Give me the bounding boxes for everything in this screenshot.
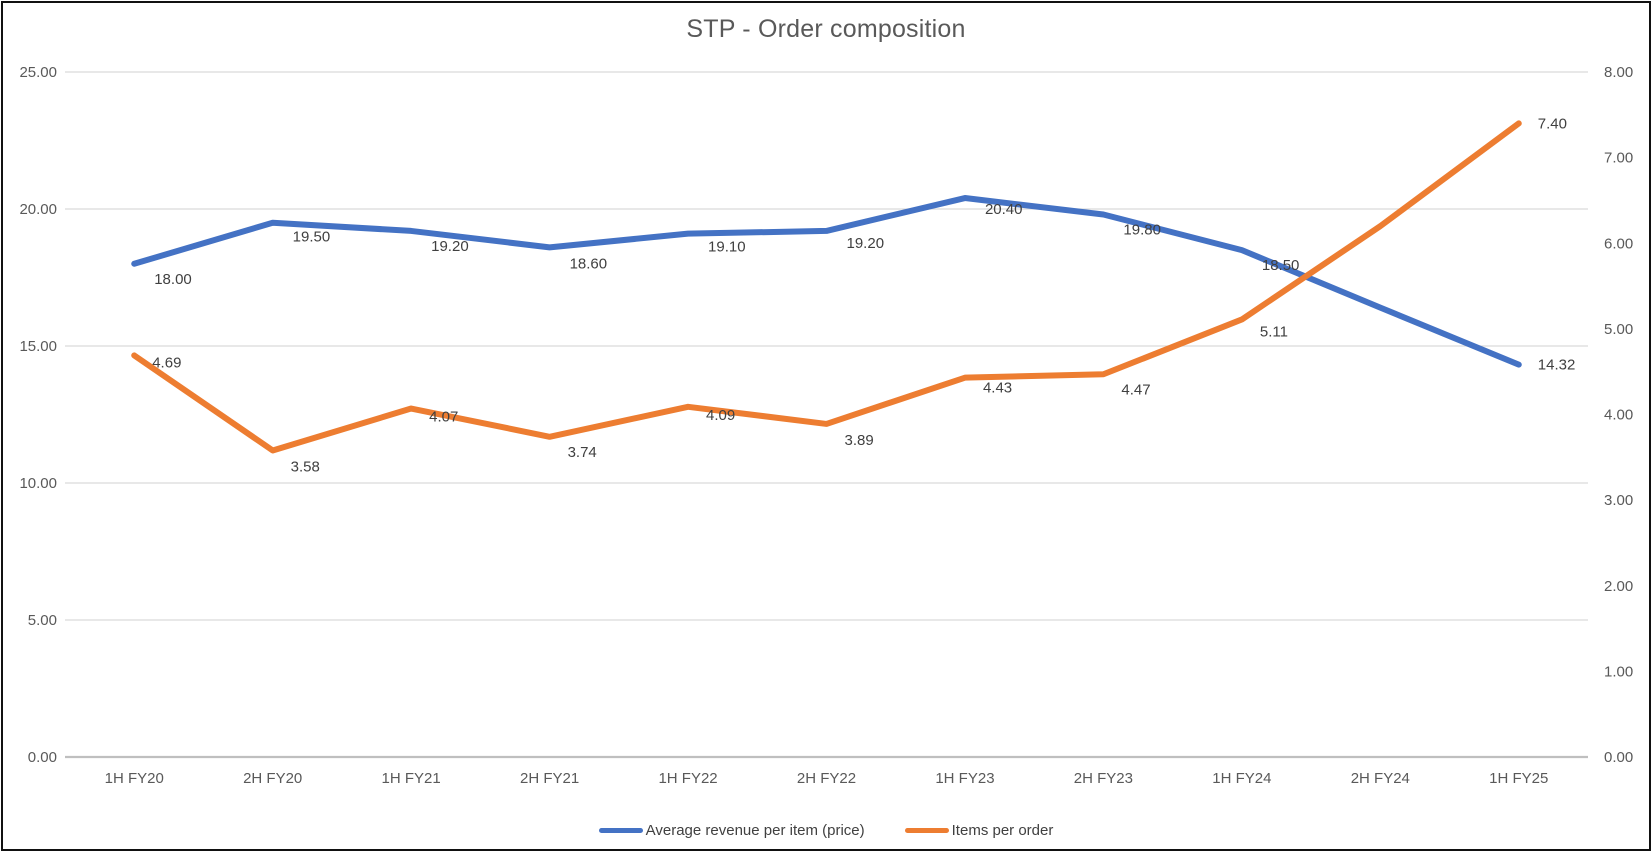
y-axis-left-tick-label: 5.00 xyxy=(28,612,57,629)
data-label: 4.69 xyxy=(152,354,181,371)
data-label: 7.40 xyxy=(1538,115,1567,132)
y-axis-left-tick-label: 15.00 xyxy=(19,338,57,355)
data-label: 3.89 xyxy=(845,432,874,449)
legend-item-items-per-order[interactable]: Items per order xyxy=(904,822,1054,839)
data-label: 3.58 xyxy=(291,458,320,475)
data-label: 18.00 xyxy=(154,271,192,288)
x-axis-tick-label: 2H FY24 xyxy=(1351,770,1410,787)
x-axis-tick-label: 1H FY21 xyxy=(382,770,441,787)
y-axis-right-tick-label: 6.00 xyxy=(1604,235,1633,252)
x-axis-tick-label: 1H FY23 xyxy=(935,770,994,787)
data-label: 19.10 xyxy=(708,239,746,256)
data-label: 18.60 xyxy=(570,255,608,272)
gridlines xyxy=(65,71,1588,621)
x-axis-tick-label: 1H FY24 xyxy=(1212,770,1271,787)
legend-item-label: Items per order xyxy=(951,822,1054,839)
y-axis-right-tick-label: 8.00 xyxy=(1604,64,1633,81)
y-axis-right: 0.00 1.00 2.00 3.00 4.00 5.00 6.00 7.00 8.00 xyxy=(1604,64,1633,766)
data-label: 3.74 xyxy=(568,444,597,461)
data-label: 19.50 xyxy=(293,229,331,246)
data-label: 5.11 xyxy=(1260,323,1288,340)
x-axis-tick-label: 1H FY20 xyxy=(105,770,164,787)
x-axis-tick-label: 2H FY23 xyxy=(1074,770,1133,787)
legend: Average revenue per item (price) Items p… xyxy=(0,822,1652,839)
data-label: 19.20 xyxy=(431,238,469,255)
y-axis-left-tick-label: 0.00 xyxy=(28,749,57,766)
x-axis-tick-label: 1H FY22 xyxy=(658,770,717,787)
data-label: 4.07 xyxy=(429,409,458,426)
legend-dash-blue-icon xyxy=(598,828,643,833)
chart-title: STP - Order composition xyxy=(686,15,966,43)
x-axis-tick-label: 1H FY25 xyxy=(1489,770,1548,787)
data-label: 20.40 xyxy=(985,201,1023,218)
data-label: 19.20 xyxy=(847,235,885,252)
legend-item-label: Average revenue per item (price) xyxy=(645,822,865,839)
y-axis-right-tick-label: 3.00 xyxy=(1604,492,1633,509)
y-axis-right-tick-label: 4.00 xyxy=(1604,407,1633,424)
series-line-0[interactable] xyxy=(131,195,1522,368)
y-axis-right-tick-label: 1.00 xyxy=(1604,663,1633,680)
x-axis-tick-label: 2H FY21 xyxy=(520,770,579,787)
data-label: 4.43 xyxy=(983,380,1012,397)
y-axis-right-tick-label: 7.00 xyxy=(1604,150,1633,167)
data-label: 14.32 xyxy=(1538,357,1576,374)
y-axis-left-tick-label: 25.00 xyxy=(19,64,57,81)
y-axis-right-tick-label: 5.00 xyxy=(1604,321,1633,338)
y-axis-left: 0.00 5.00 10.00 15.00 20.00 25.00 xyxy=(19,64,57,766)
y-axis-left-tick-label: 20.00 xyxy=(19,201,57,218)
x-axis: 1H FY20 2H FY20 1H FY21 2H FY21 1H FY22 2H FY… xyxy=(105,770,1549,787)
data-label: 19.80 xyxy=(1123,221,1161,238)
legend-dash-orange-icon xyxy=(904,828,949,833)
legend-item-avg-revenue-per-item[interactable]: Average revenue per item (price) xyxy=(598,822,865,839)
data-label: 4.47 xyxy=(1121,381,1150,398)
y-axis-right-tick-label: 0.00 xyxy=(1604,749,1633,766)
series-line-1[interactable] xyxy=(131,120,1522,454)
x-axis-tick-label: 2H FY22 xyxy=(797,770,856,787)
x-axis-tick-label: 2H FY20 xyxy=(243,770,302,787)
data-label: 18.50 xyxy=(1262,257,1300,274)
y-axis-left-tick-label: 10.00 xyxy=(19,475,57,492)
data-label: 4.09 xyxy=(706,407,735,424)
data-labels-series-1: 4.69 3.58 4.07 3.74 4.09 3.89 4.43 4.47 5.11 7.40 xyxy=(152,115,1567,475)
y-axis-right-tick-label: 2.00 xyxy=(1604,578,1633,595)
data-labels-series-0: 18.00 19.50 19.20 18.60 19.10 19.20 20.40 19.80… xyxy=(154,201,1575,374)
